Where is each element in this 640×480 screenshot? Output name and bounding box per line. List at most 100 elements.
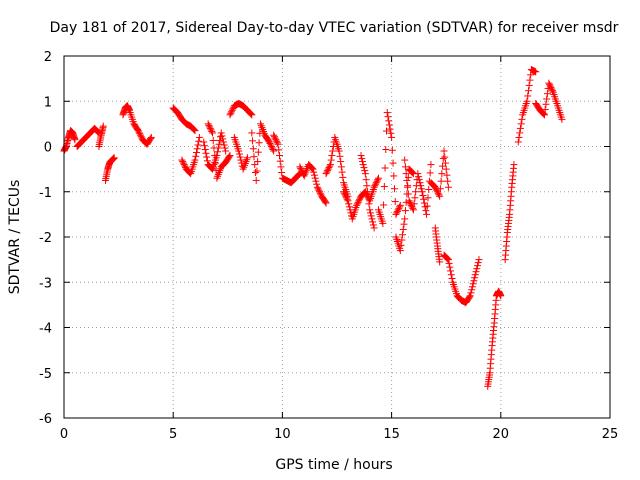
data-point [315, 186, 323, 194]
data-point [313, 180, 321, 188]
data-point [516, 124, 524, 132]
data-point [179, 158, 187, 166]
data-point [253, 167, 261, 175]
data-point [323, 168, 331, 176]
data-point [327, 156, 335, 164]
data-point [465, 293, 473, 301]
data-point [416, 179, 424, 187]
data-point [388, 146, 396, 154]
data-point [270, 147, 278, 155]
data-point [344, 197, 352, 205]
data-point [363, 182, 371, 190]
data-point [337, 158, 345, 166]
data-point [186, 169, 194, 177]
data-point [296, 163, 304, 171]
data-point [268, 144, 276, 152]
data-point [439, 155, 447, 163]
data-point [310, 168, 318, 176]
data-point [391, 198, 399, 206]
data-point [369, 218, 377, 226]
y-tick-label: 2 [44, 50, 52, 65]
data-point [546, 82, 554, 90]
data-point [272, 136, 280, 144]
data-point [417, 185, 425, 193]
data-point [447, 267, 455, 275]
data-point [408, 168, 416, 176]
data-point [380, 201, 388, 209]
data-point [270, 133, 278, 141]
data-point [368, 215, 376, 223]
data-point [353, 200, 361, 208]
data-point [203, 153, 211, 161]
data-point [246, 109, 254, 117]
data-point [418, 188, 426, 196]
data-point [324, 165, 332, 173]
data-point [365, 200, 373, 208]
data-point [220, 141, 228, 149]
data-point [468, 283, 476, 291]
data-point [354, 198, 362, 206]
data-point [192, 149, 200, 157]
data-point [275, 146, 283, 154]
data-point [558, 115, 566, 123]
data-point [181, 162, 189, 170]
data-point [395, 204, 403, 212]
data-point [342, 194, 350, 202]
data-point [316, 189, 324, 197]
data-point [414, 170, 422, 178]
data-point [309, 165, 317, 173]
data-point [415, 176, 423, 184]
data-point [388, 133, 396, 141]
data-point [518, 115, 526, 123]
data-point [405, 197, 413, 205]
data-point [467, 289, 475, 297]
data-point [110, 154, 118, 162]
data-point [399, 225, 407, 233]
data-point [313, 183, 321, 191]
data-point [474, 259, 482, 267]
data-point [364, 194, 372, 202]
data-point [393, 209, 401, 217]
data-point [251, 161, 259, 169]
data-point [527, 71, 535, 79]
data-point [398, 236, 406, 244]
data-point [251, 169, 259, 177]
data-point [367, 212, 375, 220]
data-point [227, 108, 235, 116]
data-point [190, 126, 198, 134]
data-point [276, 157, 284, 165]
data-point [266, 139, 274, 147]
data-point [308, 164, 316, 172]
y-tick-label: 0 [44, 141, 52, 156]
chart-title: Day 181 of 2017, Sidereal Day-to-day VTE… [50, 20, 619, 36]
data-point [466, 292, 474, 300]
data-point [236, 153, 244, 161]
data-point [396, 201, 404, 209]
x-tick-label: 25 [602, 427, 619, 442]
data-point [340, 189, 348, 197]
data-point [147, 135, 155, 143]
data-point [391, 185, 399, 193]
data-point [274, 140, 282, 148]
data-point [541, 106, 549, 114]
data-point [374, 174, 382, 182]
data-point [444, 183, 452, 191]
data-point [322, 170, 330, 178]
data-point [277, 163, 285, 171]
data-point [370, 183, 378, 191]
data-point [385, 117, 393, 125]
data-point [341, 191, 349, 199]
data-point [93, 127, 101, 135]
data-point [270, 131, 278, 139]
data-point [404, 173, 412, 181]
data-point [336, 152, 344, 160]
data-point [235, 147, 243, 155]
data-point [523, 97, 531, 105]
data-point [547, 84, 555, 92]
data-point [447, 271, 455, 279]
data-point [470, 277, 478, 285]
data-point [446, 263, 454, 271]
data-point [384, 113, 392, 121]
data-point [202, 149, 210, 157]
